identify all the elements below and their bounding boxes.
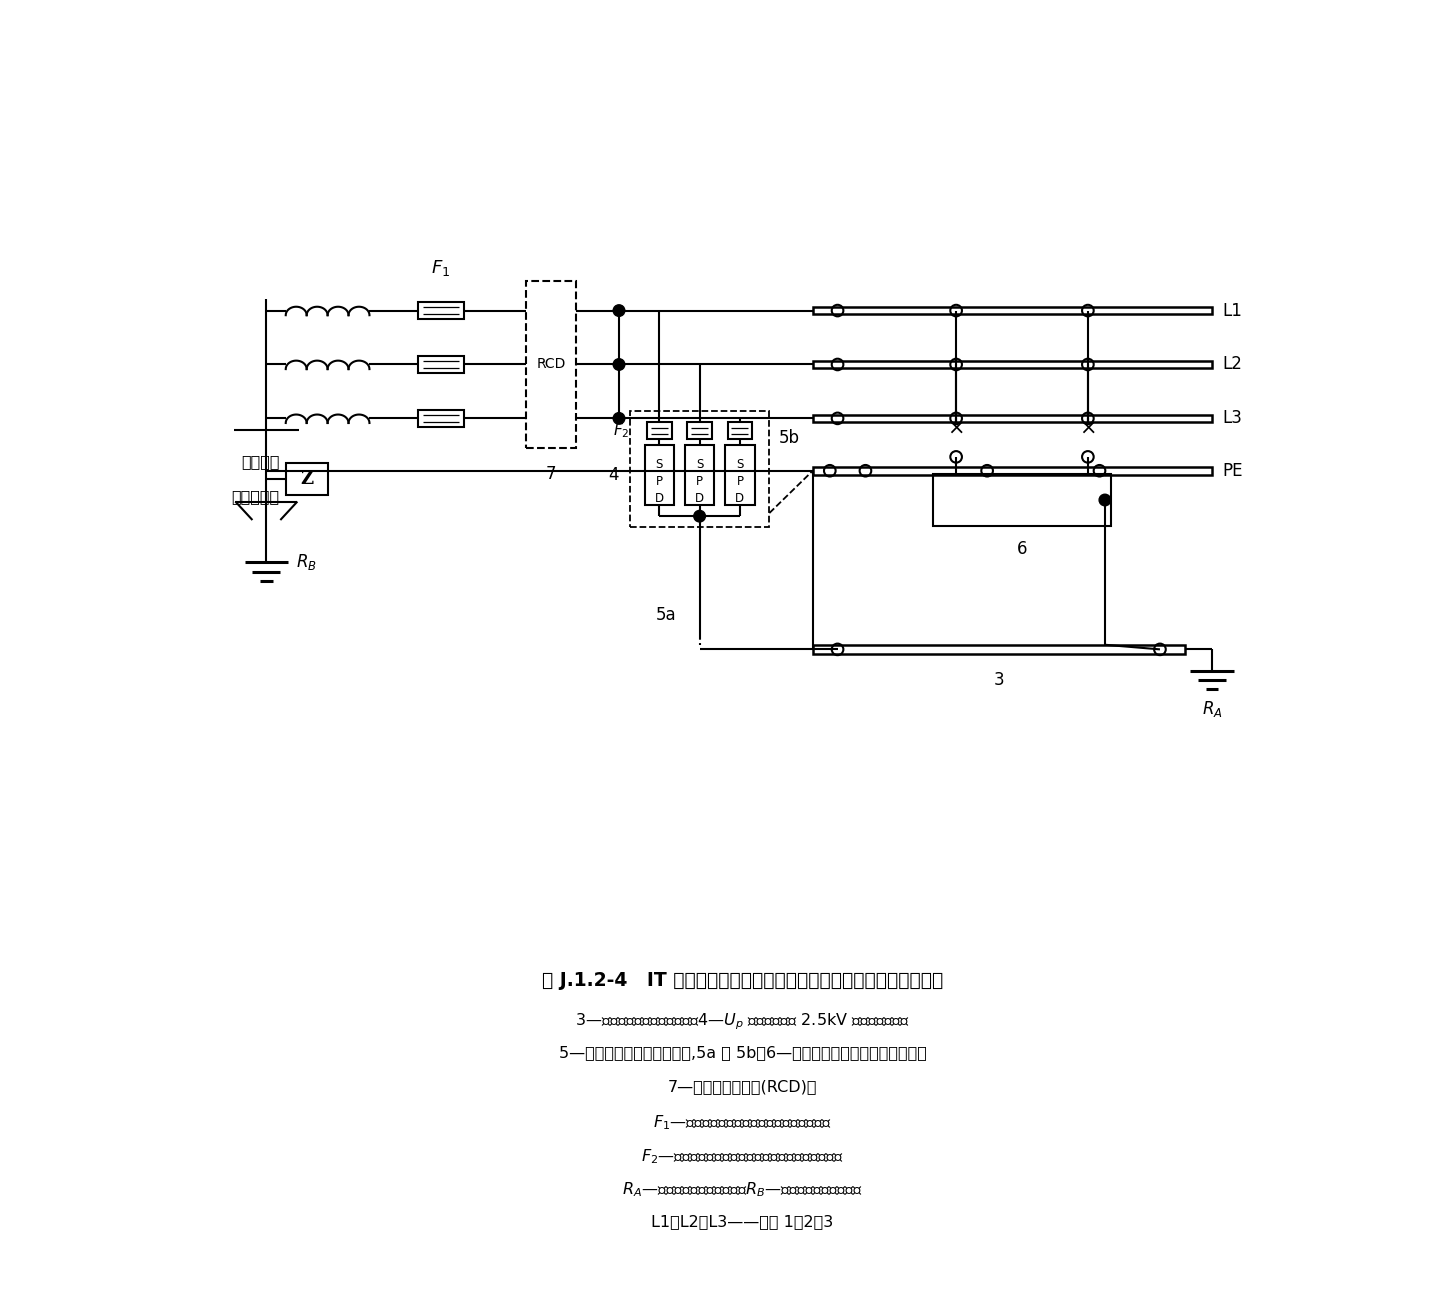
Bar: [813, 360, 1211, 368]
Text: L1、L2、L3——相线 1、2、3: L1、L2、L3——相线 1、2、3: [652, 1214, 833, 1230]
Bar: [285, 463, 329, 495]
Text: 5—电涌保护器的接地连接线,5a 或 5b；6—需要被电涌保护器保护的设备；: 5—电涌保护器的接地连接线,5a 或 5b；6—需要被电涌保护器保护的设备；: [559, 1045, 926, 1061]
Bar: [417, 302, 464, 319]
Text: L2: L2: [1222, 355, 1242, 373]
Text: S: S: [655, 457, 664, 470]
Text: $F_1$: $F_1$: [432, 258, 451, 278]
Text: P: P: [656, 474, 662, 487]
Text: ×: ×: [1080, 419, 1097, 438]
Circle shape: [694, 510, 706, 522]
Bar: [630, 411, 769, 527]
Text: S: S: [736, 457, 743, 470]
Bar: [646, 422, 672, 439]
Text: P: P: [696, 474, 703, 487]
Text: 3: 3: [994, 671, 1004, 689]
Bar: [526, 282, 577, 447]
Text: 高阻抗接地: 高阻抗接地: [232, 490, 280, 504]
Text: L3: L3: [1222, 410, 1242, 428]
Text: $R_A$—本电气装置的接地电阻；$R_B$—电源系统的接地电阻；: $R_A$—本电气装置的接地电阻；$R_B$—电源系统的接地电阻；: [622, 1181, 864, 1199]
Bar: [687, 422, 711, 439]
Circle shape: [613, 305, 625, 317]
Text: $R_A$: $R_A$: [1201, 699, 1222, 720]
Text: Z: Z: [300, 470, 313, 488]
Text: $F_2$: $F_2$: [613, 421, 630, 441]
Text: S: S: [696, 457, 703, 470]
Text: 7—剩余电流保护器(RCD)；: 7—剩余电流保护器(RCD)；: [668, 1079, 817, 1094]
Text: 7: 7: [546, 465, 556, 483]
Bar: [813, 306, 1211, 314]
Text: D: D: [735, 491, 745, 505]
Bar: [724, 446, 755, 505]
Bar: [685, 446, 714, 505]
Text: 3—总接地端或总接地连接带；4—$U_p$ 应小于或等于 2.5kV 的电涌保护器；: 3—总接地端或总接地连接带；4—$U_p$ 应小于或等于 2.5kV 的电涌保护…: [575, 1012, 910, 1032]
Text: 不接地或: 不接地或: [241, 455, 280, 469]
Text: 4: 4: [609, 466, 619, 484]
Circle shape: [613, 359, 625, 371]
Text: 5a: 5a: [656, 606, 677, 624]
Text: RCD: RCD: [536, 358, 567, 372]
Text: PE: PE: [1222, 461, 1242, 479]
Text: L1: L1: [1222, 301, 1242, 319]
Bar: [727, 422, 752, 439]
Bar: [417, 357, 464, 373]
Text: 6: 6: [1017, 540, 1027, 558]
Text: $F_1$—安装在电气装置电源进户处的保护电器；: $F_1$—安装在电气装置电源进户处的保护电器；: [653, 1112, 832, 1132]
Text: ×: ×: [948, 419, 965, 438]
Circle shape: [1100, 495, 1111, 505]
Text: 5b: 5b: [778, 429, 800, 447]
Bar: [417, 410, 464, 426]
Circle shape: [613, 412, 625, 424]
Text: D: D: [696, 491, 704, 505]
Bar: [813, 415, 1211, 422]
Text: D: D: [655, 491, 664, 505]
Bar: [813, 466, 1211, 474]
Bar: [813, 645, 1185, 654]
Text: 图 J.1.2-4   IT 系统电涌保护器安装在进户处剩余电流保护器的负荷侧: 图 J.1.2-4 IT 系统电涌保护器安装在进户处剩余电流保护器的负荷侧: [542, 972, 943, 990]
Bar: [933, 474, 1111, 526]
Bar: [645, 446, 674, 505]
Text: $R_B$: $R_B$: [296, 553, 317, 572]
Text: $F_2$—电涌保护器制造厂要求装设的过电流保护电器；: $F_2$—电涌保护器制造厂要求装设的过电流保护电器；: [640, 1147, 845, 1165]
Text: P: P: [736, 474, 743, 487]
